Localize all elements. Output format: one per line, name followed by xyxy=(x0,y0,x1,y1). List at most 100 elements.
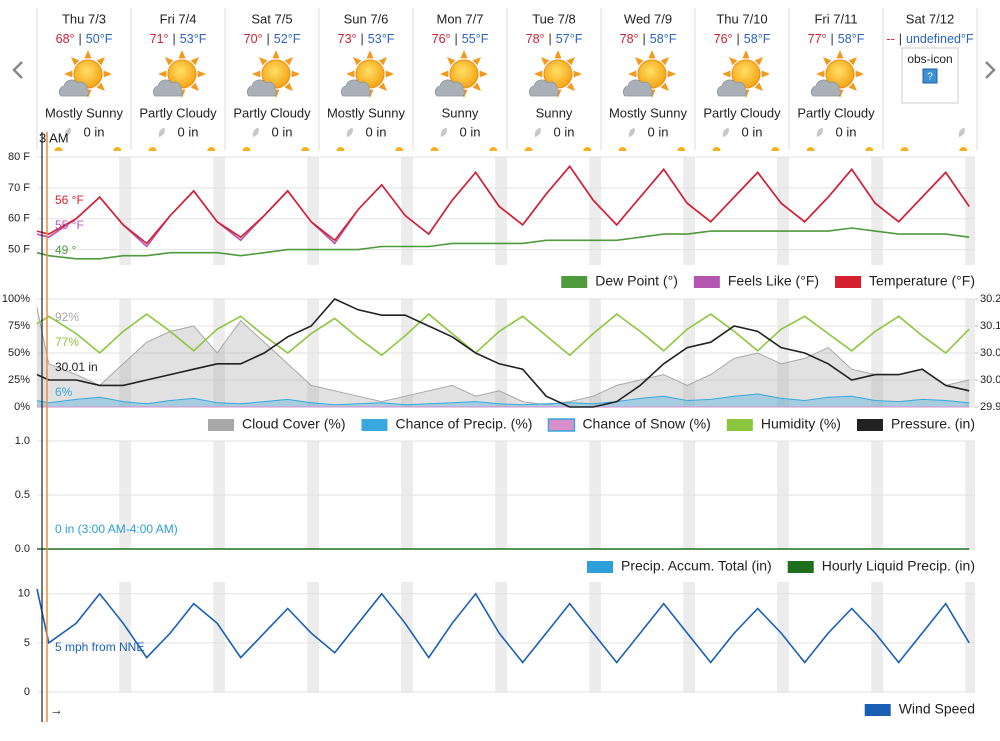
sun-ray xyxy=(291,70,300,78)
rain-drop xyxy=(64,127,71,138)
day-column: Fri 7/4 71° | 53°F Partly Cloudy 0 in xyxy=(130,8,217,151)
sun-ray xyxy=(96,82,105,91)
sun-disc xyxy=(637,59,667,89)
separator: | xyxy=(455,32,458,46)
y-tick-label: 0% xyxy=(14,401,30,413)
sun-ray xyxy=(722,70,731,78)
low-temp: 57°F xyxy=(556,32,583,46)
sun-ray xyxy=(378,57,387,66)
night-band xyxy=(307,157,319,265)
obs-icon-badge xyxy=(922,68,938,84)
sun-ray xyxy=(648,50,656,59)
cloud xyxy=(246,79,277,97)
chart-panel: 10 5 0 5 mph from NNE Wind Speed xyxy=(18,582,975,717)
sun-ray xyxy=(534,70,543,78)
day-condition: Sunny xyxy=(442,105,479,120)
sun-ray xyxy=(566,57,575,66)
day-date: Wed 7/9 xyxy=(624,11,672,26)
sun-ray xyxy=(660,57,669,66)
night-band xyxy=(965,582,975,692)
y-tick-label: 10 xyxy=(18,588,30,600)
prev-button[interactable] xyxy=(12,61,23,79)
day-temps: 76° | 55°F xyxy=(432,32,489,46)
separator: | xyxy=(361,32,364,46)
night-band xyxy=(589,157,601,265)
sun-ray xyxy=(754,57,763,66)
day-condition: Partly Cloudy xyxy=(139,105,217,120)
sun-ray xyxy=(71,57,80,66)
high-temp: 78° xyxy=(620,32,639,46)
night-band xyxy=(213,157,225,265)
y-tick-label: 5 xyxy=(24,637,30,649)
day-temps: 70° | 52°F xyxy=(244,32,301,46)
sun-ray xyxy=(628,70,637,78)
sun-event xyxy=(771,147,780,151)
separator: | xyxy=(899,32,902,46)
sun-ray xyxy=(284,57,293,66)
high-temp: 71° xyxy=(150,32,169,46)
area-fill xyxy=(37,394,970,407)
obs-icon-text: ? xyxy=(927,72,933,83)
low-temp: undefined°F xyxy=(906,32,974,46)
high-temp: 76° xyxy=(714,32,733,46)
sun-disc xyxy=(167,59,197,89)
rain-drop xyxy=(252,127,259,138)
separator: | xyxy=(267,32,270,46)
night-band xyxy=(495,582,507,692)
day-date: Mon 7/7 xyxy=(437,11,484,26)
sun-ray xyxy=(635,57,644,66)
sun-ray xyxy=(64,70,73,78)
day-temps: 77° | 58°F xyxy=(808,32,865,46)
next-button[interactable] xyxy=(985,61,996,79)
now-arrow: → xyxy=(50,702,63,717)
area-fill xyxy=(37,307,970,407)
sun-event xyxy=(489,147,498,151)
sun-ray xyxy=(158,70,167,78)
cloud xyxy=(528,79,559,97)
rain-drop xyxy=(158,127,165,138)
day-column: Thu 7/3 68° | 50°F Mostly Sunny 0 in xyxy=(36,8,124,151)
night-band xyxy=(307,582,319,692)
y2-tick-label: 30.0 xyxy=(980,347,1000,359)
low-temp: 53°F xyxy=(180,32,207,46)
legend-swatch xyxy=(787,561,814,573)
high-temp: 73° xyxy=(338,32,357,46)
rain-drop xyxy=(346,127,353,138)
current-value-label: 55 °F xyxy=(55,218,84,232)
sun-ray xyxy=(848,82,857,91)
night-band xyxy=(589,582,601,692)
sun-ray xyxy=(366,50,374,59)
sun-ray xyxy=(855,70,864,78)
day-condition: Mostly Sunny xyxy=(609,105,688,120)
y-tick-label: 0 xyxy=(24,686,30,698)
sun-ray xyxy=(761,70,770,78)
annotation: 0 in (3:00 AM-4:00 AM) xyxy=(55,522,178,536)
sun-ray xyxy=(754,82,763,91)
series-line xyxy=(36,298,970,408)
cloud xyxy=(622,79,653,97)
sun-event xyxy=(865,147,874,151)
night-band xyxy=(683,582,695,692)
sun-ray xyxy=(190,57,199,66)
chart-panel: 100% 75% 50% 25% 0% 30.2 30.1 30.0 30.0 29.9 92% 77… xyxy=(2,293,1000,432)
sun-event xyxy=(242,147,251,151)
y-tick-label: 0.0 xyxy=(15,543,30,555)
day-precip: 0 in xyxy=(554,124,575,139)
y-tick-label: 70 F xyxy=(8,182,30,194)
separator: | xyxy=(79,32,82,46)
chart-panel: 1.0 0.5 0.0 0 in (3:00 AM-4:00 AM) Hourly Li… xyxy=(15,435,975,574)
day-column: Tue 7/8 78° | 57°F Sunny 0 in xyxy=(506,8,592,151)
sun-event xyxy=(148,147,157,151)
legend-swatch xyxy=(547,418,576,432)
sun-ray xyxy=(573,70,582,78)
legend-swatch xyxy=(361,419,388,431)
day-precip: 0 in xyxy=(272,124,293,139)
high-temp: 78° xyxy=(526,32,545,46)
day-precip: 0 in xyxy=(366,124,387,139)
sun-event xyxy=(207,147,216,151)
night-band xyxy=(871,157,883,265)
legend-label: Pressure. (in) xyxy=(891,416,975,432)
day-date: Sat 7/5 xyxy=(251,11,292,26)
legend-label: Wind Speed xyxy=(899,701,975,717)
sun-event xyxy=(336,147,345,151)
